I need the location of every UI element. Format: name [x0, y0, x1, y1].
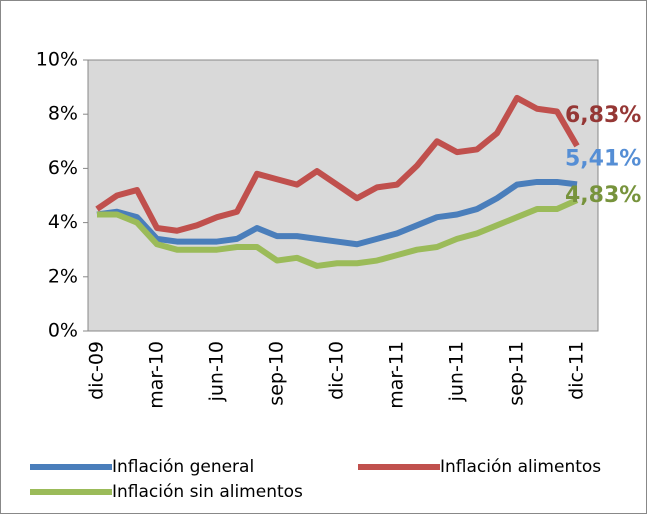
x-tick-label: mar-10	[146, 341, 168, 409]
legend-label: Inflación general	[112, 457, 254, 477]
x-tick-label: sep-10	[266, 341, 288, 406]
series-line	[95, 94, 580, 234]
series-line	[96, 178, 578, 248]
x-tick-label: dic-09	[86, 341, 108, 400]
legend-label: Inflación sin alimentos	[112, 482, 303, 502]
x-tick-label: dic-11	[566, 341, 588, 400]
value-label: 5,41%	[565, 146, 641, 171]
y-tick-label: 8%	[48, 103, 78, 125]
value-label: 4,83%	[565, 183, 641, 208]
x-tick-label: dic-10	[326, 341, 348, 400]
x-tick-label: jun-11	[446, 341, 468, 402]
x-tick-label: jun-10	[206, 341, 228, 402]
legend-label: Inflación alimentos	[440, 457, 601, 477]
y-tick-label: 4%	[48, 211, 78, 233]
x-tick-label: mar-11	[386, 341, 408, 409]
series-line	[97, 197, 579, 269]
y-tick-label: 0%	[48, 320, 78, 342]
y-tick-label: 6%	[48, 157, 78, 179]
value-label: 6,83%	[565, 103, 641, 128]
y-tick-label: 10%	[36, 49, 78, 71]
y-tick-label: 2%	[48, 265, 78, 287]
x-tick-label: sep-11	[506, 341, 528, 406]
